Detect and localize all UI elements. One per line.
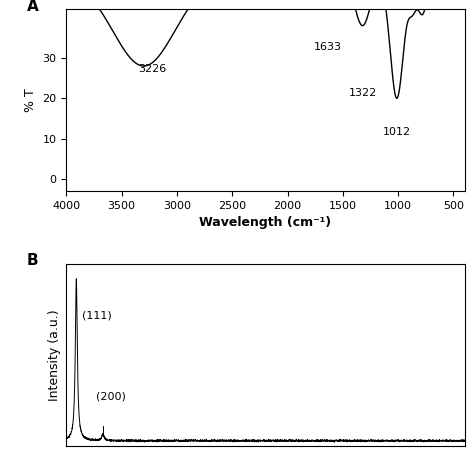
X-axis label: Wavelength (cm⁻¹): Wavelength (cm⁻¹) [200, 217, 331, 229]
Text: B: B [27, 253, 38, 268]
Text: A: A [27, 0, 38, 14]
Y-axis label: % T: % T [24, 89, 37, 112]
Text: (111): (111) [82, 311, 111, 321]
Text: 3226: 3226 [138, 64, 166, 74]
Text: 1633: 1633 [314, 42, 342, 52]
Text: 1012: 1012 [383, 127, 411, 137]
Text: 1322: 1322 [348, 88, 377, 98]
Text: (200): (200) [96, 392, 126, 402]
Y-axis label: Intensity (a.u.): Intensity (a.u.) [48, 309, 61, 401]
